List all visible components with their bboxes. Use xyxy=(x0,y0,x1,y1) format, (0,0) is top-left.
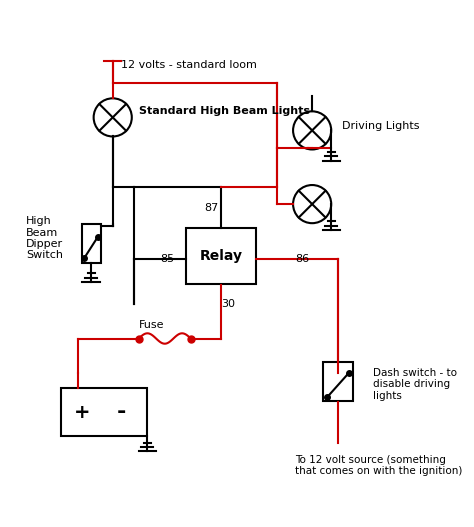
Bar xyxy=(323,363,353,402)
Text: 86: 86 xyxy=(295,253,309,264)
Text: Beam: Beam xyxy=(26,228,58,238)
Text: Dash switch - to: Dash switch - to xyxy=(373,368,457,378)
Text: 85: 85 xyxy=(160,253,174,264)
Bar xyxy=(82,223,100,262)
Text: High: High xyxy=(26,217,52,227)
Text: lights: lights xyxy=(373,391,401,401)
Text: 30: 30 xyxy=(221,299,235,309)
Text: Dipper: Dipper xyxy=(26,239,63,249)
Text: Relay: Relay xyxy=(200,249,243,263)
Text: -: - xyxy=(117,402,126,422)
Text: Standard High Beam Lights: Standard High Beam Lights xyxy=(139,106,310,116)
Bar xyxy=(61,388,147,436)
Text: Driving Lights: Driving Lights xyxy=(343,121,420,131)
Bar xyxy=(186,228,256,284)
Text: Fuse: Fuse xyxy=(139,320,164,330)
Text: To 12 volt source (something: To 12 volt source (something xyxy=(295,455,446,465)
Text: Switch: Switch xyxy=(26,250,63,260)
Text: 87: 87 xyxy=(204,203,218,213)
Text: +: + xyxy=(74,403,91,422)
Text: 12 volts - standard loom: 12 volts - standard loom xyxy=(121,61,257,71)
Text: disable driving: disable driving xyxy=(373,379,450,389)
Text: that comes on with the ignition): that comes on with the ignition) xyxy=(295,466,462,476)
